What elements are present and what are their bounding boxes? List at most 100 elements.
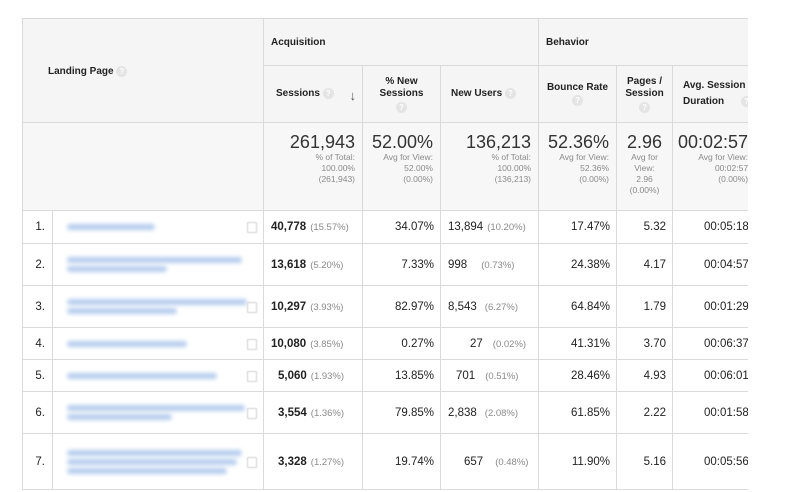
landing-page-link[interactable] — [52, 359, 264, 392]
pct-new-sessions-cell: 7.33% — [362, 243, 441, 286]
open-page-icon[interactable] — [247, 407, 257, 419]
total-caption: % of Total: — [315, 152, 355, 162]
help-icon[interactable]: ? — [504, 88, 516, 100]
help-icon[interactable]: ? — [116, 66, 128, 77]
bounce-rate-cell: 64.84% — [538, 285, 618, 328]
bounce-rate-cell: 41.31% — [538, 327, 618, 360]
blurred-url[interactable] — [67, 308, 177, 314]
pct-new-sessions-column-header[interactable]: % New Sessions ? — [362, 65, 441, 123]
pages-session-cell: 4.17 — [616, 243, 674, 286]
blurred-url[interactable] — [67, 414, 172, 420]
open-page-icon[interactable] — [247, 456, 257, 468]
blurred-url[interactable] — [67, 340, 187, 347]
pages-session-cell: 5.32 — [616, 210, 674, 244]
pages-session-cell: 1.79 — [616, 285, 674, 328]
avg-session-duration-cell: 00:01:29 — [672, 285, 748, 328]
new-users-percent: (0.73%) — [481, 259, 515, 271]
new-users-value: 27 — [470, 337, 483, 350]
pages-session-header-label: Pages / Session — [625, 75, 664, 99]
help-icon[interactable]: ? — [639, 101, 651, 113]
sessions-cell: 40,778 (15.57%) — [263, 210, 363, 244]
blurred-url[interactable] — [67, 257, 242, 263]
pct-new-sessions-cell: 0.27% — [362, 327, 441, 360]
group-header-row: Landing Page ? Acquisition Behavior — [22, 18, 748, 123]
sessions-cell: 3,328 (1.27%) — [263, 433, 363, 490]
bounce-rate-column-header[interactable]: Bounce Rate ? — [538, 65, 618, 123]
blurred-url[interactable] — [67, 458, 237, 465]
help-icon[interactable]: ? — [741, 95, 748, 107]
table-row: 1. 40,778 (15.57%) 34.07% 13,894 (10.20%) … — [22, 210, 748, 244]
open-page-icon[interactable] — [247, 370, 257, 382]
pct-new-sessions-cell: 79.85% — [362, 391, 441, 434]
landing-page-link[interactable] — [52, 327, 264, 360]
help-icon[interactable]: ? — [322, 88, 334, 100]
sessions-percent: (1.27%) — [310, 456, 345, 468]
total-caption: (136,213) — [494, 174, 532, 184]
new-users-cell: 998 (0.73%) — [439, 243, 540, 286]
blurred-url[interactable] — [67, 299, 247, 305]
new-users-cell: 8,543 (6.27%) — [439, 285, 540, 328]
row-index: 6. — [22, 391, 53, 434]
total-value: 2.96 — [626, 132, 663, 152]
row-index: 5. — [22, 359, 53, 392]
landing-page-header[interactable]: Landing Page ? — [22, 18, 264, 123]
avg-session-duration-cell: 00:05:56 — [672, 433, 748, 490]
blurred-url[interactable] — [67, 372, 217, 379]
sessions-value: 10,297 — [271, 300, 307, 313]
help-icon[interactable]: ? — [396, 101, 407, 113]
total-caption: (0.00%) — [718, 174, 748, 184]
new-users-percent: (0.51%) — [485, 370, 519, 382]
sort-descending-icon[interactable]: ↓ — [349, 88, 357, 103]
bounce-rate-cell: 11.90% — [538, 433, 618, 490]
blurred-url[interactable] — [67, 449, 242, 456]
sessions-value: 3,554 — [278, 406, 307, 419]
open-page-icon[interactable] — [247, 338, 257, 350]
pct-new-sessions-header-label: % New Sessions — [379, 75, 424, 99]
new-users-value: 998 — [448, 258, 468, 271]
pages-session-cell: 2.22 — [616, 391, 674, 434]
total-caption: 52.36% — [580, 163, 610, 173]
sessions-value: 13,618 — [271, 258, 307, 271]
pct-new-sessions-cell: 82.97% — [362, 285, 441, 328]
sessions-column-header[interactable]: Sessions ? ↓ — [263, 65, 363, 123]
landing-page-link[interactable] — [52, 210, 264, 244]
open-page-icon[interactable] — [247, 301, 257, 313]
totals-bounce-rate: 52.36% Avg for View: 52.36% (0.00%) — [538, 122, 618, 211]
acquisition-group-header: Acquisition — [262, 18, 540, 66]
total-caption: Avg for — [631, 152, 658, 162]
pct-new-sessions-cell: 13.85% — [362, 359, 441, 392]
total-caption: 2.96 — [636, 174, 653, 184]
landing-page-link[interactable] — [52, 285, 264, 328]
new-users-percent: (6.27%) — [484, 301, 519, 313]
avg-session-duration-cell: 00:05:18 — [672, 210, 748, 244]
landing-page-link[interactable] — [52, 391, 264, 434]
sessions-value: 40,778 — [271, 221, 307, 233]
total-value: 261,943 — [289, 132, 355, 152]
blurred-url[interactable] — [67, 467, 227, 474]
pages-session-column-header[interactable]: Pages / Session ? — [616, 65, 674, 123]
avg-session-duration-cell: 00:06:37 — [672, 327, 748, 360]
table-row: 6. 3,554 (1.36%) 79.85% 2,838 (2.08%) 61.8… — [22, 391, 748, 434]
blurred-url[interactable] — [67, 224, 155, 230]
sessions-percent: (3.93%) — [310, 301, 344, 313]
landing-page-link[interactable] — [52, 433, 264, 490]
table-row: 3. 10,297 (3.93%) 82.97% 8,543 (6.27%) 64.… — [22, 285, 748, 328]
row-index: 2. — [22, 243, 53, 286]
help-icon[interactable]: ? — [572, 95, 584, 106]
blurred-url[interactable] — [67, 405, 245, 411]
new-users-cell: 27 (0.02%) — [439, 327, 540, 360]
landing-page-link[interactable] — [52, 243, 264, 286]
total-caption: (0.00%) — [403, 174, 433, 184]
total-caption: 00:02:57 — [714, 163, 748, 173]
sessions-value: 10,080 — [271, 337, 307, 350]
open-page-icon[interactable] — [247, 222, 257, 233]
blurred-url[interactable] — [67, 266, 167, 272]
total-caption: View: — [634, 163, 655, 173]
new-users-column-header[interactable]: New Users ? — [439, 65, 540, 123]
sessions-value: 3,328 — [278, 455, 307, 468]
sessions-percent: (3.85%) — [310, 338, 344, 350]
table-row: 5. 5,060 (1.93%) 13.85% 701 (0.51%) 28.46%… — [22, 359, 748, 392]
avg-session-duration-column-header[interactable]: Avg. Session Duration? — [672, 65, 748, 123]
landing-page-report-table: Landing Page ? Acquisition Behavior Sess… — [22, 18, 748, 490]
totals-pct-new-sessions: 52.00% Avg for View: 52.00% (0.00%) — [362, 122, 441, 211]
